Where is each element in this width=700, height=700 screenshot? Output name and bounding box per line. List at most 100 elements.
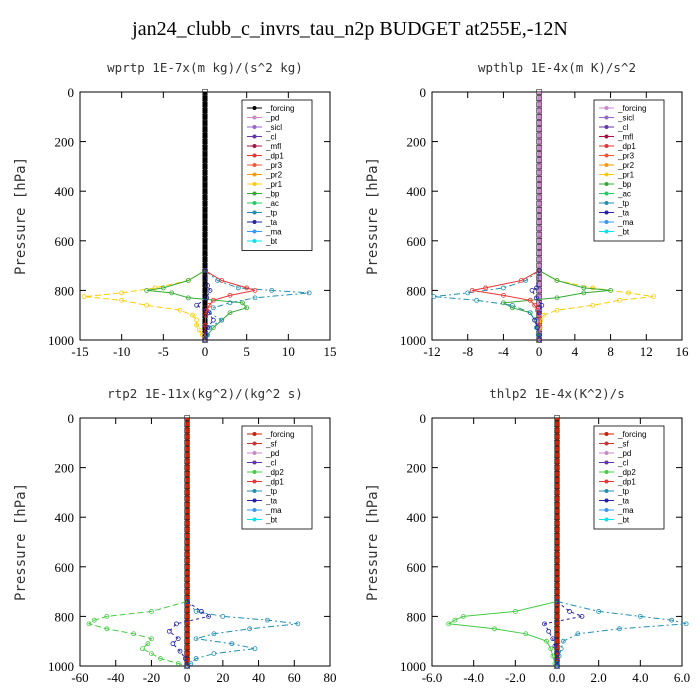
data-point-forcing bbox=[554, 545, 560, 552]
data-point-forcing bbox=[536, 225, 542, 232]
panel-bottom-left: rtp2 1E-11x(kg^2)/(kg^2 s) Pressure [hPa]… bbox=[13, 386, 337, 685]
legend-marker bbox=[604, 470, 609, 474]
data-point-pr1 bbox=[626, 290, 631, 296]
legend-marker bbox=[252, 489, 257, 493]
data-point-forcing bbox=[202, 299, 208, 306]
data-point-dp1 bbox=[501, 292, 506, 298]
data-point-forcing bbox=[184, 508, 190, 514]
legend-marker bbox=[604, 191, 609, 196]
legend-marker bbox=[252, 182, 257, 186]
series-line-ta bbox=[543, 601, 584, 666]
series-line-pr1 bbox=[84, 270, 206, 341]
x-tick-label: 0 bbox=[202, 344, 209, 359]
legend-marker bbox=[252, 115, 257, 120]
x-tick-label: 6.0 bbox=[674, 670, 690, 685]
data-point-forcing bbox=[554, 607, 560, 614]
data-point-tp bbox=[306, 290, 312, 296]
legend-label: _dp1 bbox=[265, 478, 284, 487]
x-tick-label: -20 bbox=[143, 670, 160, 685]
legend-label: _ac bbox=[265, 199, 279, 208]
data-point-pr1 bbox=[81, 294, 87, 300]
data-point-forcing bbox=[202, 157, 208, 163]
legend-label: _dp1 bbox=[617, 142, 636, 151]
data-point-dp1 bbox=[206, 302, 212, 308]
data-point-ta bbox=[206, 310, 212, 316]
data-point-forcing bbox=[536, 132, 542, 139]
data-point-bp bbox=[244, 305, 250, 311]
data-point-forcing bbox=[202, 238, 208, 244]
data-point-forcing bbox=[184, 539, 190, 545]
data-point-forcing bbox=[554, 421, 560, 428]
legend-label: _ta bbox=[617, 497, 630, 506]
data-point-pr1 bbox=[119, 290, 125, 296]
legend-marker bbox=[252, 432, 257, 436]
data-point-pr1 bbox=[590, 285, 596, 291]
data-point-forcing bbox=[184, 501, 190, 508]
data-point-forcing bbox=[554, 520, 560, 527]
legend-label: _forcing bbox=[265, 430, 294, 439]
x-tick-label: -6.0 bbox=[422, 670, 443, 685]
data-point-forcing bbox=[184, 470, 190, 477]
y-tick-label: 400 bbox=[55, 184, 75, 199]
legend-label: _mfl bbox=[265, 142, 281, 151]
legend-label: _tp bbox=[617, 199, 630, 208]
data-point-forcing bbox=[536, 114, 542, 120]
series-line-tp bbox=[204, 270, 310, 341]
data-point-forcing bbox=[184, 526, 190, 533]
legend-label: _bt bbox=[617, 228, 630, 237]
data-point-bp bbox=[554, 278, 560, 283]
data-point-forcing bbox=[184, 458, 190, 465]
y-tick-label: 600 bbox=[55, 560, 75, 575]
legend-label: _forcing bbox=[617, 430, 646, 439]
data-point-tp bbox=[193, 609, 199, 614]
x-tick-label: 2.0 bbox=[591, 670, 607, 685]
data-point-tp bbox=[227, 300, 233, 306]
y-tick-label: 800 bbox=[407, 283, 427, 298]
data-point-ta bbox=[536, 268, 542, 273]
legend-marker bbox=[604, 220, 609, 224]
legend-label: _dp1 bbox=[265, 152, 284, 161]
data-point-forcing bbox=[202, 163, 208, 170]
data-point-forcing bbox=[554, 557, 560, 564]
data-point-forcing bbox=[554, 477, 560, 483]
legend-label: _pd bbox=[265, 449, 279, 458]
y-tick-label: 200 bbox=[55, 135, 75, 150]
data-point-dp1 bbox=[104, 614, 110, 619]
data-point-dp1 bbox=[157, 656, 163, 661]
data-point-tp bbox=[211, 651, 217, 656]
data-point-forcing bbox=[184, 433, 190, 440]
x-tick-label: -40 bbox=[107, 670, 124, 685]
legend-marker bbox=[252, 201, 257, 205]
data-point-forcing bbox=[202, 225, 208, 232]
legend-label: _cl bbox=[617, 459, 628, 468]
legend-marker bbox=[252, 144, 257, 148]
data-point-forcing bbox=[536, 95, 542, 101]
legend-label: _pr3 bbox=[265, 161, 283, 170]
legend-label: _pr3 bbox=[617, 152, 635, 161]
data-point-ta bbox=[207, 287, 213, 293]
legend-marker bbox=[604, 201, 609, 205]
data-point-tp bbox=[474, 297, 480, 303]
legend-label: _cl bbox=[265, 133, 276, 142]
data-point-forcing bbox=[184, 607, 190, 614]
data-point-forcing bbox=[536, 213, 542, 219]
legend-marker bbox=[604, 115, 609, 120]
data-point-dp1 bbox=[145, 641, 151, 647]
panel-top-left: wprtp 1E-7x(m kg)/(s^2 kg) Pressure [hPa]… bbox=[13, 60, 337, 359]
data-point-tp bbox=[617, 626, 622, 632]
data-point-forcing bbox=[184, 545, 190, 552]
legend-marker bbox=[604, 182, 609, 186]
legend-marker bbox=[252, 229, 257, 234]
data-point-forcing bbox=[536, 169, 542, 176]
legend-marker bbox=[604, 134, 609, 139]
y-tick-label: 200 bbox=[407, 461, 427, 476]
x-tick-label: -2.0 bbox=[505, 670, 526, 685]
series-line-dp1 bbox=[204, 270, 256, 340]
data-point-bp bbox=[144, 287, 150, 293]
data-point-dp1 bbox=[202, 322, 208, 328]
y-tick-label: 400 bbox=[407, 184, 427, 199]
data-point-forcing bbox=[554, 508, 560, 514]
data-point-forcing bbox=[536, 299, 542, 306]
data-point-forcing bbox=[202, 114, 208, 120]
data-point-forcing bbox=[184, 464, 190, 471]
